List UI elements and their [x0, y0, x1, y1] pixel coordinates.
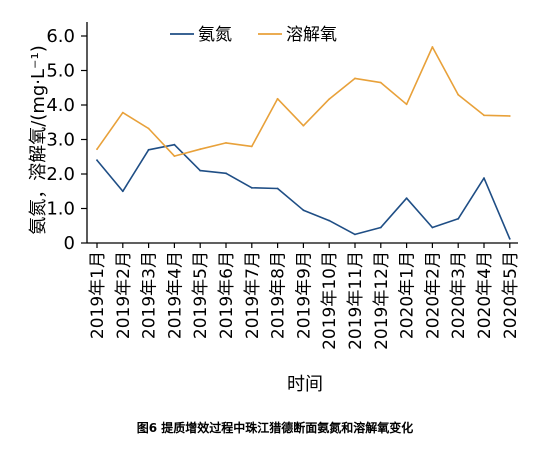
x-tick-label: 2019年11月 — [346, 251, 366, 350]
x-tick-label: 2019年1月 — [88, 251, 108, 339]
series-line-ammonia-nitrogen — [96, 143, 511, 240]
data-point — [508, 115, 511, 117]
x-tick-label: 2019年8月 — [269, 251, 289, 339]
figure-caption: 图6 提质增效过程中珠江猎德断面氨氮和溶解氧变化 — [137, 420, 414, 435]
data-point — [354, 77, 356, 80]
series-lines — [96, 46, 511, 240]
data-point — [96, 159, 98, 162]
legend-label: 氨氮 — [198, 25, 232, 45]
x-tick-label: 2019年2月 — [114, 251, 134, 339]
data-point — [173, 155, 176, 158]
data-point — [225, 142, 227, 144]
data-point — [147, 127, 150, 130]
y-tick-label: 5.0 — [46, 61, 75, 82]
data-point — [431, 46, 434, 48]
x-tick-label: 2019年5月 — [191, 251, 211, 339]
data-point — [354, 233, 356, 236]
x-tick-label: 2020年2月 — [423, 251, 443, 339]
x-tick-label: 2019年6月 — [217, 251, 237, 339]
x-tick-label: 2019年10月 — [320, 251, 340, 350]
x-tick-label: 2019年9月 — [294, 251, 314, 339]
x-tick-label: 2019年3月 — [140, 251, 160, 339]
data-point — [225, 172, 227, 175]
x-axis-title: 时间 — [287, 374, 323, 395]
y-tick-label: 6.0 — [46, 26, 75, 47]
data-point — [250, 186, 253, 189]
data-point — [276, 187, 279, 190]
data-point — [483, 177, 485, 180]
x-tick-label: 2019年7月 — [243, 251, 263, 339]
y-tick-label: 2.0 — [46, 164, 75, 185]
legend: 氨氮 溶解氧 — [170, 25, 337, 45]
data-point — [121, 190, 124, 193]
legend-label: 溶解氧 — [286, 25, 337, 45]
data-point — [431, 226, 434, 229]
data-point — [199, 169, 202, 172]
x-tick-label: 2020年1月 — [398, 251, 418, 339]
data-point — [457, 93, 460, 96]
data-point — [457, 217, 460, 220]
data-point — [276, 97, 279, 100]
y-tick-label: 4.0 — [46, 95, 75, 116]
series-line-dissolved-oxygen — [96, 46, 510, 157]
data-point — [328, 219, 331, 222]
y-axis-title: 氨氮，溶解氧/(mg·L⁻¹) — [28, 45, 49, 235]
data-point — [302, 209, 305, 212]
data-point — [173, 143, 176, 146]
y-tick-label: 0 — [64, 233, 75, 254]
data-point — [379, 81, 382, 84]
data-point — [199, 148, 202, 151]
x-tick-label: 2019年4月 — [165, 251, 185, 339]
data-point — [328, 98, 331, 100]
data-point — [121, 111, 124, 114]
y-tick-label: 1.0 — [46, 199, 75, 220]
x-tick-label: 2020年4月 — [475, 251, 495, 339]
data-point — [302, 124, 305, 127]
data-point — [483, 114, 485, 117]
y-tick-label: 3.0 — [46, 130, 75, 151]
data-point — [379, 226, 382, 229]
axes: 0 1.0 2.0 3.0 4.0 5.0 6.0 2019年1月 2019年2月 2019年3月… — [46, 22, 521, 350]
data-point — [147, 148, 150, 151]
x-tick-label: 2019年12月 — [372, 251, 392, 350]
data-point — [96, 148, 98, 151]
x-tick-label: 2020年5月 — [501, 251, 521, 339]
data-point — [250, 145, 253, 148]
data-point — [405, 103, 408, 106]
data-point — [405, 197, 408, 200]
data-point — [508, 238, 511, 240]
x-tick-label: 2020年3月 — [449, 251, 469, 339]
